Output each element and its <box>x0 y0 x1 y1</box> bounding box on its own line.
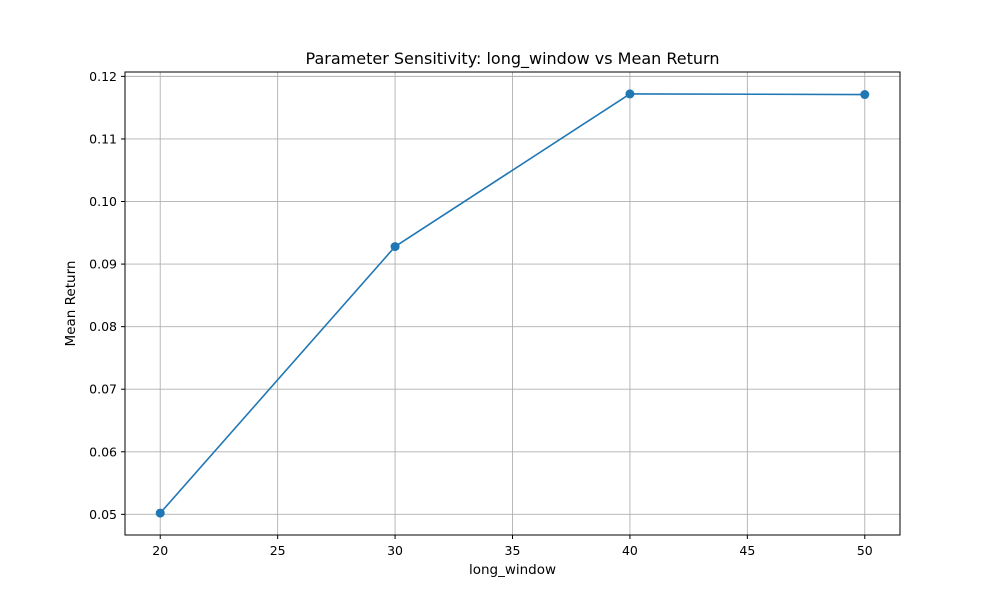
x-tick-label: 30 <box>387 543 403 558</box>
data-point <box>155 508 165 518</box>
y-tick-label: 0.05 <box>89 507 117 522</box>
y-tick-label: 0.10 <box>89 194 117 209</box>
y-tick-label: 0.07 <box>89 382 117 397</box>
x-tick-label: 40 <box>622 543 638 558</box>
y-tick-label: 0.08 <box>89 319 117 334</box>
data-point <box>625 89 635 99</box>
x-tick-label: 45 <box>739 543 755 558</box>
data-point <box>860 90 870 100</box>
y-axis-ticks: 0.05 0.06 0.07 0.08 0.09 0.10 0.11 0.12 <box>89 69 125 522</box>
y-tick-label: 0.09 <box>89 257 117 272</box>
grid <box>125 72 900 535</box>
y-tick-label: 0.11 <box>89 131 117 146</box>
y-tick-label: 0.12 <box>89 69 117 84</box>
x-tick-label: 20 <box>152 543 168 558</box>
x-axis-ticks: 20 25 30 35 40 45 50 <box>152 535 873 558</box>
series <box>155 89 870 518</box>
chart-title: Parameter Sensitivity: long_window vs Me… <box>306 49 720 69</box>
x-tick-label: 50 <box>857 543 873 558</box>
x-axis-label: long_window <box>469 562 556 578</box>
x-tick-label: 35 <box>505 543 521 558</box>
y-tick-label: 0.06 <box>89 444 117 459</box>
y-axis-label: Mean Return <box>63 261 79 347</box>
data-point <box>390 242 400 252</box>
x-tick-label: 25 <box>270 543 286 558</box>
series-line <box>159 93 865 514</box>
